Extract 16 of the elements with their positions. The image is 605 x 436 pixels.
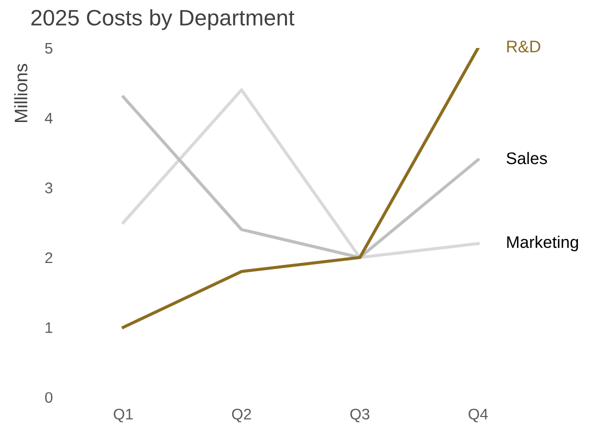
- series-label: Marketing: [507, 236, 578, 252]
- y-tick-label: 0: [45, 392, 52, 403]
- y-axis-title: Millions: [14, 64, 28, 122]
- y-tick-label: 2: [45, 252, 52, 264]
- series-label: R&D: [507, 40, 540, 52]
- y-tick-label: 4: [44, 112, 53, 124]
- chart-title: 2025 Costs by Department: [31, 9, 294, 30]
- series-label: Sales: [506, 152, 547, 164]
- x-tick-label: Q3: [350, 408, 370, 422]
- y-tick-label: 1: [46, 322, 52, 333]
- x-tick-label: Q4: [468, 408, 488, 422]
- y-tick-label: 5: [45, 42, 52, 54]
- x-tick-label: Q1: [114, 408, 133, 422]
- y-tick-label: 3: [45, 182, 52, 194]
- line-series: [122, 48, 480, 329]
- x-tick-label: Q2: [232, 408, 251, 422]
